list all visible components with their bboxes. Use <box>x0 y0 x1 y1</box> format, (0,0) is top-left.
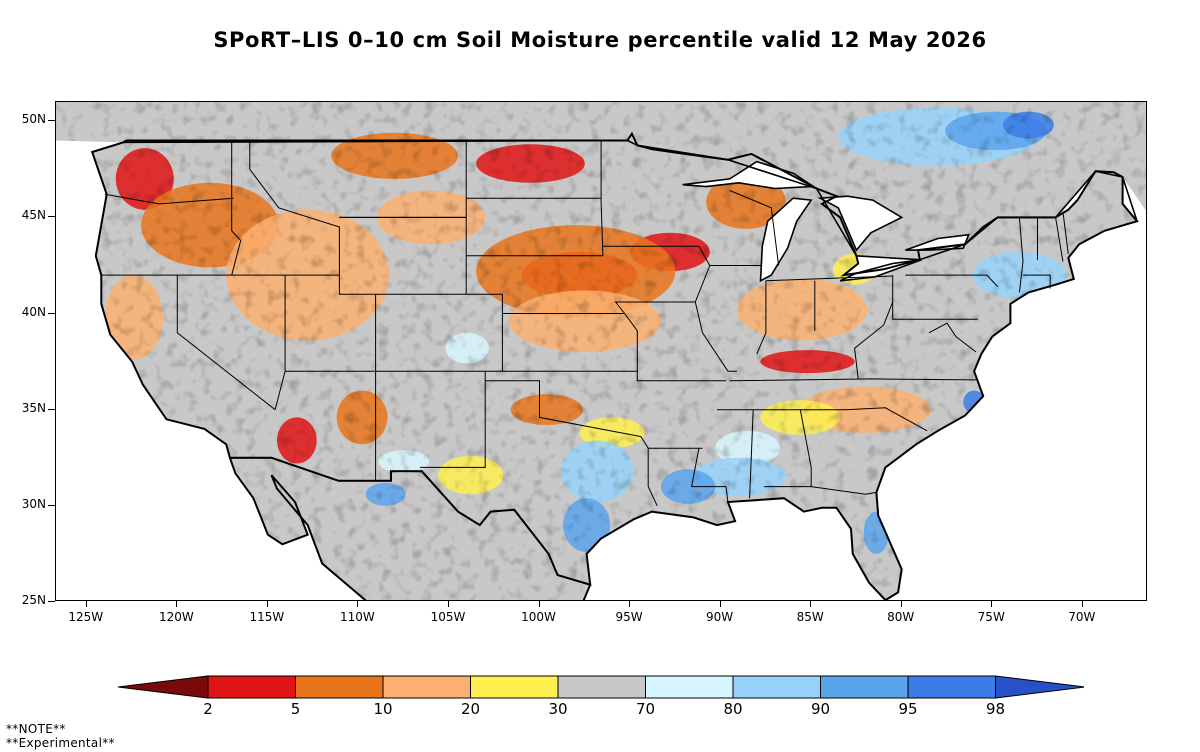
lon-label: 105W <box>430 610 466 624</box>
colorbar-bin <box>557 675 646 699</box>
state-boundary <box>1055 217 1064 262</box>
lon-label: 95W <box>615 610 643 624</box>
colorbar-tick-label: 30 <box>548 700 568 718</box>
lon-tick <box>991 601 993 607</box>
lon-label: 110W <box>340 610 375 624</box>
state-boundary <box>1018 217 1024 293</box>
lon-tick <box>538 601 540 607</box>
note-label: **NOTE** <box>6 722 66 736</box>
state-boundary <box>640 436 658 507</box>
colorbar-bin <box>732 675 821 699</box>
lon-label: 85W <box>796 610 824 624</box>
lon-label: 120W <box>158 610 194 624</box>
state-boundary <box>854 301 894 379</box>
soil-moisture-map <box>55 101 1147 601</box>
coastline <box>90 131 1139 600</box>
lon-label: 115W <box>249 610 285 624</box>
state-boundary <box>756 280 767 355</box>
lat-label: 35N <box>21 400 46 415</box>
colorbar-bin <box>470 675 559 699</box>
colorbar-bin <box>382 675 471 699</box>
state-boundary <box>690 448 729 503</box>
lat-tick <box>48 504 55 506</box>
state-boundary <box>231 140 242 276</box>
state-boundary <box>765 275 893 282</box>
state-boundary <box>600 140 604 256</box>
lat-tick <box>48 216 55 218</box>
lat-label: 25N <box>21 593 46 607</box>
colorbar-bin <box>118 675 209 699</box>
state-boundary <box>811 486 877 495</box>
lat-tick <box>48 408 55 410</box>
state-boundary <box>694 265 737 372</box>
lat-tick <box>48 312 55 314</box>
state-boundary <box>484 371 641 438</box>
state-boundary <box>176 275 276 411</box>
lon-label: 125W <box>68 610 104 624</box>
colorbar-bin <box>820 675 909 699</box>
lon-tick <box>357 601 359 607</box>
lon-tick <box>900 601 902 607</box>
state-boundary <box>729 190 780 266</box>
lon-tick <box>266 601 268 607</box>
colorbar-bin <box>907 675 996 699</box>
state-boundary <box>764 409 812 488</box>
lon-tick <box>629 601 631 607</box>
state-boundary <box>905 274 999 287</box>
experimental-label: **Experimental** <box>6 736 115 750</box>
state-boundary <box>104 193 234 205</box>
lat-label: 45N <box>21 208 46 223</box>
lon-tick <box>447 601 449 607</box>
colorbar-tick-label: 80 <box>723 700 743 718</box>
lon-label: 80W <box>887 610 915 624</box>
lon-tick <box>1081 601 1083 607</box>
lat-tick <box>48 601 55 602</box>
colorbar-bin <box>995 675 1084 699</box>
lat-label: 50N <box>21 112 46 127</box>
state-boundary <box>928 322 977 353</box>
state-boundary <box>845 407 928 432</box>
lon-label: 70W <box>1068 610 1096 624</box>
lon-label: 100W <box>521 610 556 624</box>
state-boundary <box>1023 274 1051 289</box>
colorbar-tick-label: 2 <box>203 700 213 718</box>
state-boundary <box>749 409 754 499</box>
colorbar-bin <box>295 675 384 699</box>
lon-tick <box>810 601 812 607</box>
colorbar-tick-label: 95 <box>898 700 918 718</box>
colorbar-bin <box>207 675 296 699</box>
lon-tick <box>176 601 178 607</box>
lat-tick <box>48 120 55 122</box>
lake <box>817 195 904 252</box>
page-title: SPoRT–LIS 0–10 cm Soil Moisture percenti… <box>213 28 987 52</box>
state-boundary <box>503 370 726 382</box>
colorbar <box>118 675 1084 699</box>
state-boundary <box>729 378 977 382</box>
state-boundary <box>420 380 486 468</box>
lat-label: 40N <box>21 304 46 319</box>
state-boundary <box>1062 211 1069 254</box>
lon-label: 90W <box>706 610 734 624</box>
lat-label: 30N <box>21 496 46 511</box>
colorbar-tick-label: 70 <box>635 700 656 718</box>
state-boundary <box>892 275 978 320</box>
colorbar-tick-label: 90 <box>810 700 831 718</box>
lon-tick <box>85 601 87 607</box>
colorbar-tick-label: 5 <box>290 700 301 718</box>
lon-tick <box>719 601 721 607</box>
state-boundary <box>614 301 696 372</box>
lon-label: 75W <box>977 610 1005 624</box>
colorbar-tick-label: 98 <box>985 700 1006 718</box>
colorbar-tick-label: 10 <box>373 700 393 718</box>
colorbar-bin <box>645 675 734 699</box>
colorbar-tick-label: 20 <box>460 700 481 718</box>
